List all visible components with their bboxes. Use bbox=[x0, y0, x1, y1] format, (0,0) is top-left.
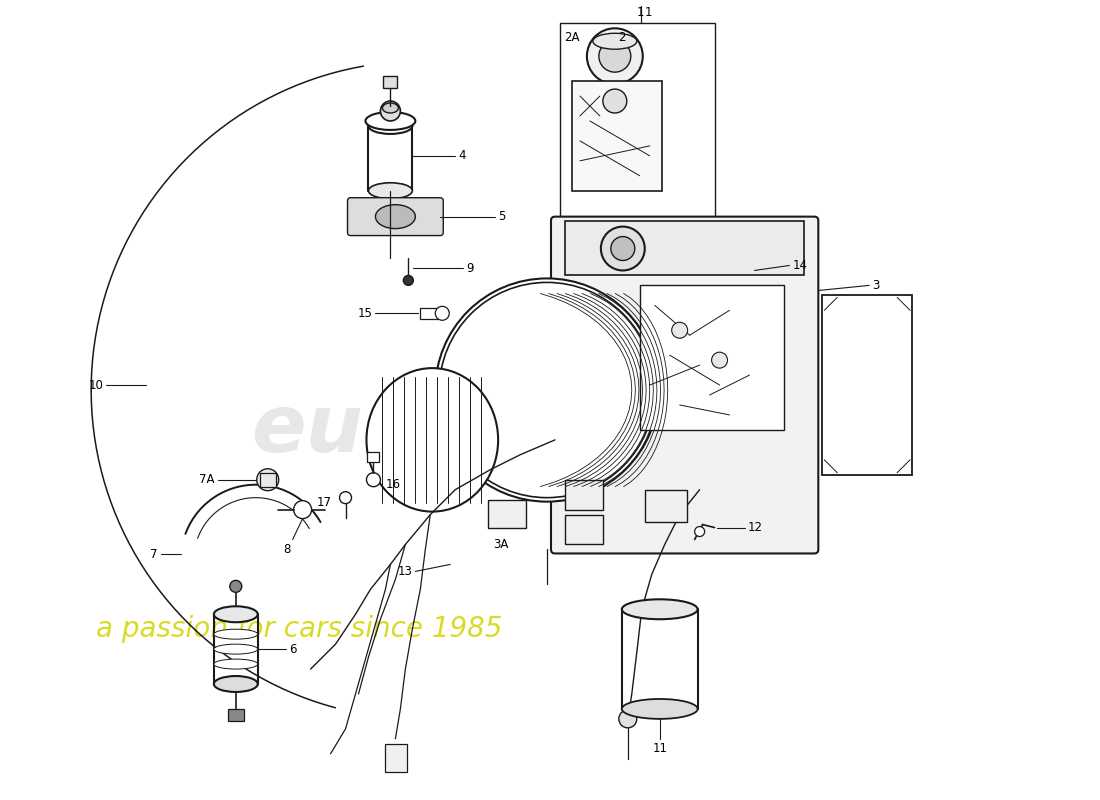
Text: eurospares: eurospares bbox=[251, 391, 760, 469]
Ellipse shape bbox=[621, 699, 697, 719]
Text: 10: 10 bbox=[88, 378, 103, 391]
Text: 5: 5 bbox=[498, 210, 506, 223]
Circle shape bbox=[294, 501, 311, 518]
Bar bbox=[260, 473, 276, 486]
Bar bbox=[560, 23, 715, 233]
Bar bbox=[823, 295, 912, 474]
Ellipse shape bbox=[213, 606, 257, 622]
Text: a passion for cars since 1985: a passion for cars since 1985 bbox=[96, 615, 503, 643]
Ellipse shape bbox=[383, 103, 398, 113]
Text: 8: 8 bbox=[284, 542, 290, 555]
Text: 15: 15 bbox=[358, 307, 373, 320]
Text: 3A: 3A bbox=[493, 538, 508, 550]
Ellipse shape bbox=[365, 112, 416, 130]
Ellipse shape bbox=[213, 659, 257, 669]
Bar bbox=[384, 76, 397, 88]
Ellipse shape bbox=[593, 34, 637, 50]
Bar bbox=[565, 221, 804, 275]
Text: 1: 1 bbox=[645, 6, 652, 19]
Text: 3: 3 bbox=[872, 279, 880, 292]
Bar bbox=[385, 744, 407, 772]
Circle shape bbox=[366, 473, 381, 486]
Bar bbox=[488, 500, 526, 527]
Circle shape bbox=[672, 322, 688, 338]
Circle shape bbox=[610, 237, 635, 261]
Ellipse shape bbox=[375, 205, 416, 229]
Circle shape bbox=[436, 278, 659, 502]
Circle shape bbox=[381, 101, 400, 121]
Ellipse shape bbox=[213, 630, 257, 639]
Bar bbox=[645, 490, 686, 522]
Text: 14: 14 bbox=[792, 259, 807, 272]
Text: 4: 4 bbox=[459, 150, 465, 162]
Ellipse shape bbox=[366, 368, 498, 512]
Circle shape bbox=[587, 28, 642, 84]
Text: 6: 6 bbox=[288, 642, 296, 656]
Circle shape bbox=[619, 710, 637, 728]
Circle shape bbox=[603, 89, 627, 113]
Text: 12: 12 bbox=[748, 521, 762, 534]
Bar bbox=[367, 452, 380, 462]
Circle shape bbox=[436, 306, 449, 320]
Bar bbox=[565, 514, 603, 545]
Bar bbox=[640, 286, 784, 430]
Circle shape bbox=[712, 352, 727, 368]
Text: 7A: 7A bbox=[199, 474, 214, 486]
Circle shape bbox=[404, 275, 414, 286]
Bar bbox=[572, 81, 662, 190]
Text: 1: 1 bbox=[637, 6, 645, 19]
Text: 2: 2 bbox=[618, 31, 625, 44]
Ellipse shape bbox=[621, 599, 697, 619]
Circle shape bbox=[256, 469, 278, 490]
Circle shape bbox=[601, 226, 645, 270]
Circle shape bbox=[340, 492, 352, 504]
Text: 7: 7 bbox=[151, 548, 158, 561]
Ellipse shape bbox=[213, 644, 257, 654]
Ellipse shape bbox=[368, 118, 412, 134]
FancyBboxPatch shape bbox=[348, 198, 443, 235]
Bar bbox=[420, 308, 438, 319]
Text: 11: 11 bbox=[652, 742, 668, 755]
Text: 9: 9 bbox=[466, 262, 474, 275]
Ellipse shape bbox=[213, 676, 257, 692]
Circle shape bbox=[598, 40, 630, 72]
FancyBboxPatch shape bbox=[551, 217, 818, 554]
Circle shape bbox=[230, 580, 242, 592]
Circle shape bbox=[694, 526, 705, 537]
Ellipse shape bbox=[368, 182, 412, 198]
Text: 13: 13 bbox=[397, 565, 412, 578]
Bar bbox=[228, 709, 244, 721]
Circle shape bbox=[439, 282, 654, 498]
Text: 2A: 2A bbox=[564, 31, 580, 44]
Bar bbox=[565, 480, 603, 510]
Text: 16: 16 bbox=[385, 478, 400, 491]
Text: 17: 17 bbox=[317, 496, 331, 509]
